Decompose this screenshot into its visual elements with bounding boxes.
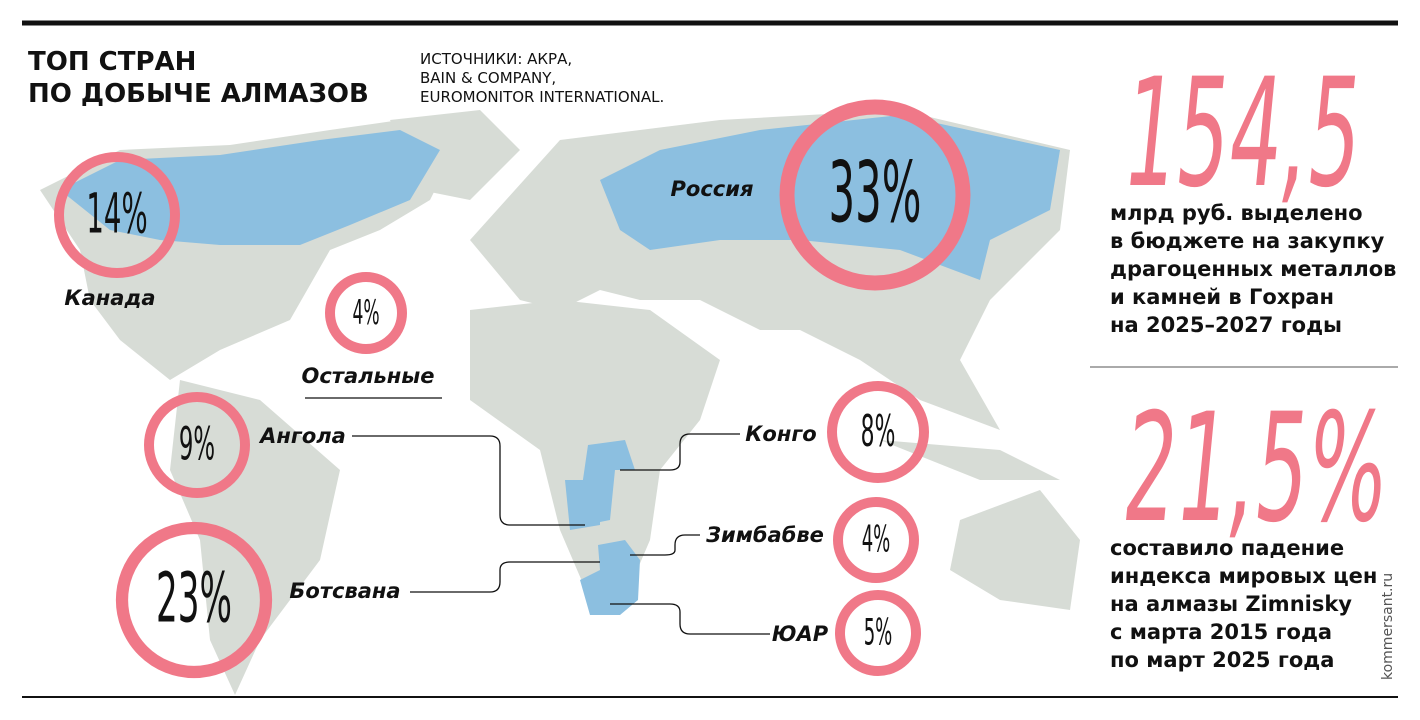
country-name: Россия xyxy=(671,177,754,201)
share-ring xyxy=(54,152,180,278)
country-name: Ангола xyxy=(258,424,346,448)
source: EUROMONITOR INTERNATIONAL. xyxy=(420,88,664,106)
country-name: Остальные xyxy=(301,364,434,388)
source-site: kommersant.ru xyxy=(1380,573,1396,680)
connectors xyxy=(305,397,770,635)
fact-text: на 2025–2027 годы xyxy=(1110,313,1342,337)
share-label: 4% xyxy=(862,519,891,561)
fact-text: по март 2025 года xyxy=(1110,648,1334,672)
share-ring xyxy=(325,272,407,354)
country-name: Зимбабве xyxy=(705,523,824,547)
share-ring xyxy=(115,521,273,679)
source: ИСТОЧНИКИ: АКРА, xyxy=(420,50,572,68)
country-name: Ботсвана xyxy=(289,579,400,603)
share-label: 8% xyxy=(861,407,896,458)
country-name: Конго xyxy=(745,422,817,446)
share-ring xyxy=(827,381,929,483)
share-ring xyxy=(833,497,919,583)
share-label: 4% xyxy=(352,293,379,332)
fact-text: в бюджете на закупку xyxy=(1110,229,1385,253)
fact-text: с марта 2015 года xyxy=(1110,620,1332,644)
big-figure: 154,5 xyxy=(1117,45,1370,220)
share-label: 5% xyxy=(864,612,893,654)
source: BAIN & COMPANY, xyxy=(420,69,556,87)
share-ring xyxy=(779,99,971,291)
fact-text: на алмазы Zimnisky xyxy=(1110,592,1352,616)
fact-text: драгоценных металлов xyxy=(1110,257,1396,281)
country-name: Канада xyxy=(64,286,155,310)
share-label: 14% xyxy=(86,183,147,246)
title: ПО ДОБЫЧЕ АЛМАЗОВ xyxy=(28,79,369,109)
fact-text: индекса мировых цен xyxy=(1110,564,1377,588)
share-label: 9% xyxy=(179,419,215,471)
share-label: 33% xyxy=(829,144,922,241)
country-name: ЮАР xyxy=(772,622,829,646)
big-figure: 21,5% xyxy=(1117,380,1396,555)
fact-text: составило падение xyxy=(1110,536,1344,560)
share-ring xyxy=(144,392,250,498)
fact-text: млрд руб. выделено xyxy=(1110,201,1363,225)
share-label: 23% xyxy=(156,558,232,638)
fact-text: и камней в Гохран xyxy=(1110,285,1334,309)
title: ТОП СТРАН xyxy=(28,47,196,77)
share-ring xyxy=(835,590,921,676)
